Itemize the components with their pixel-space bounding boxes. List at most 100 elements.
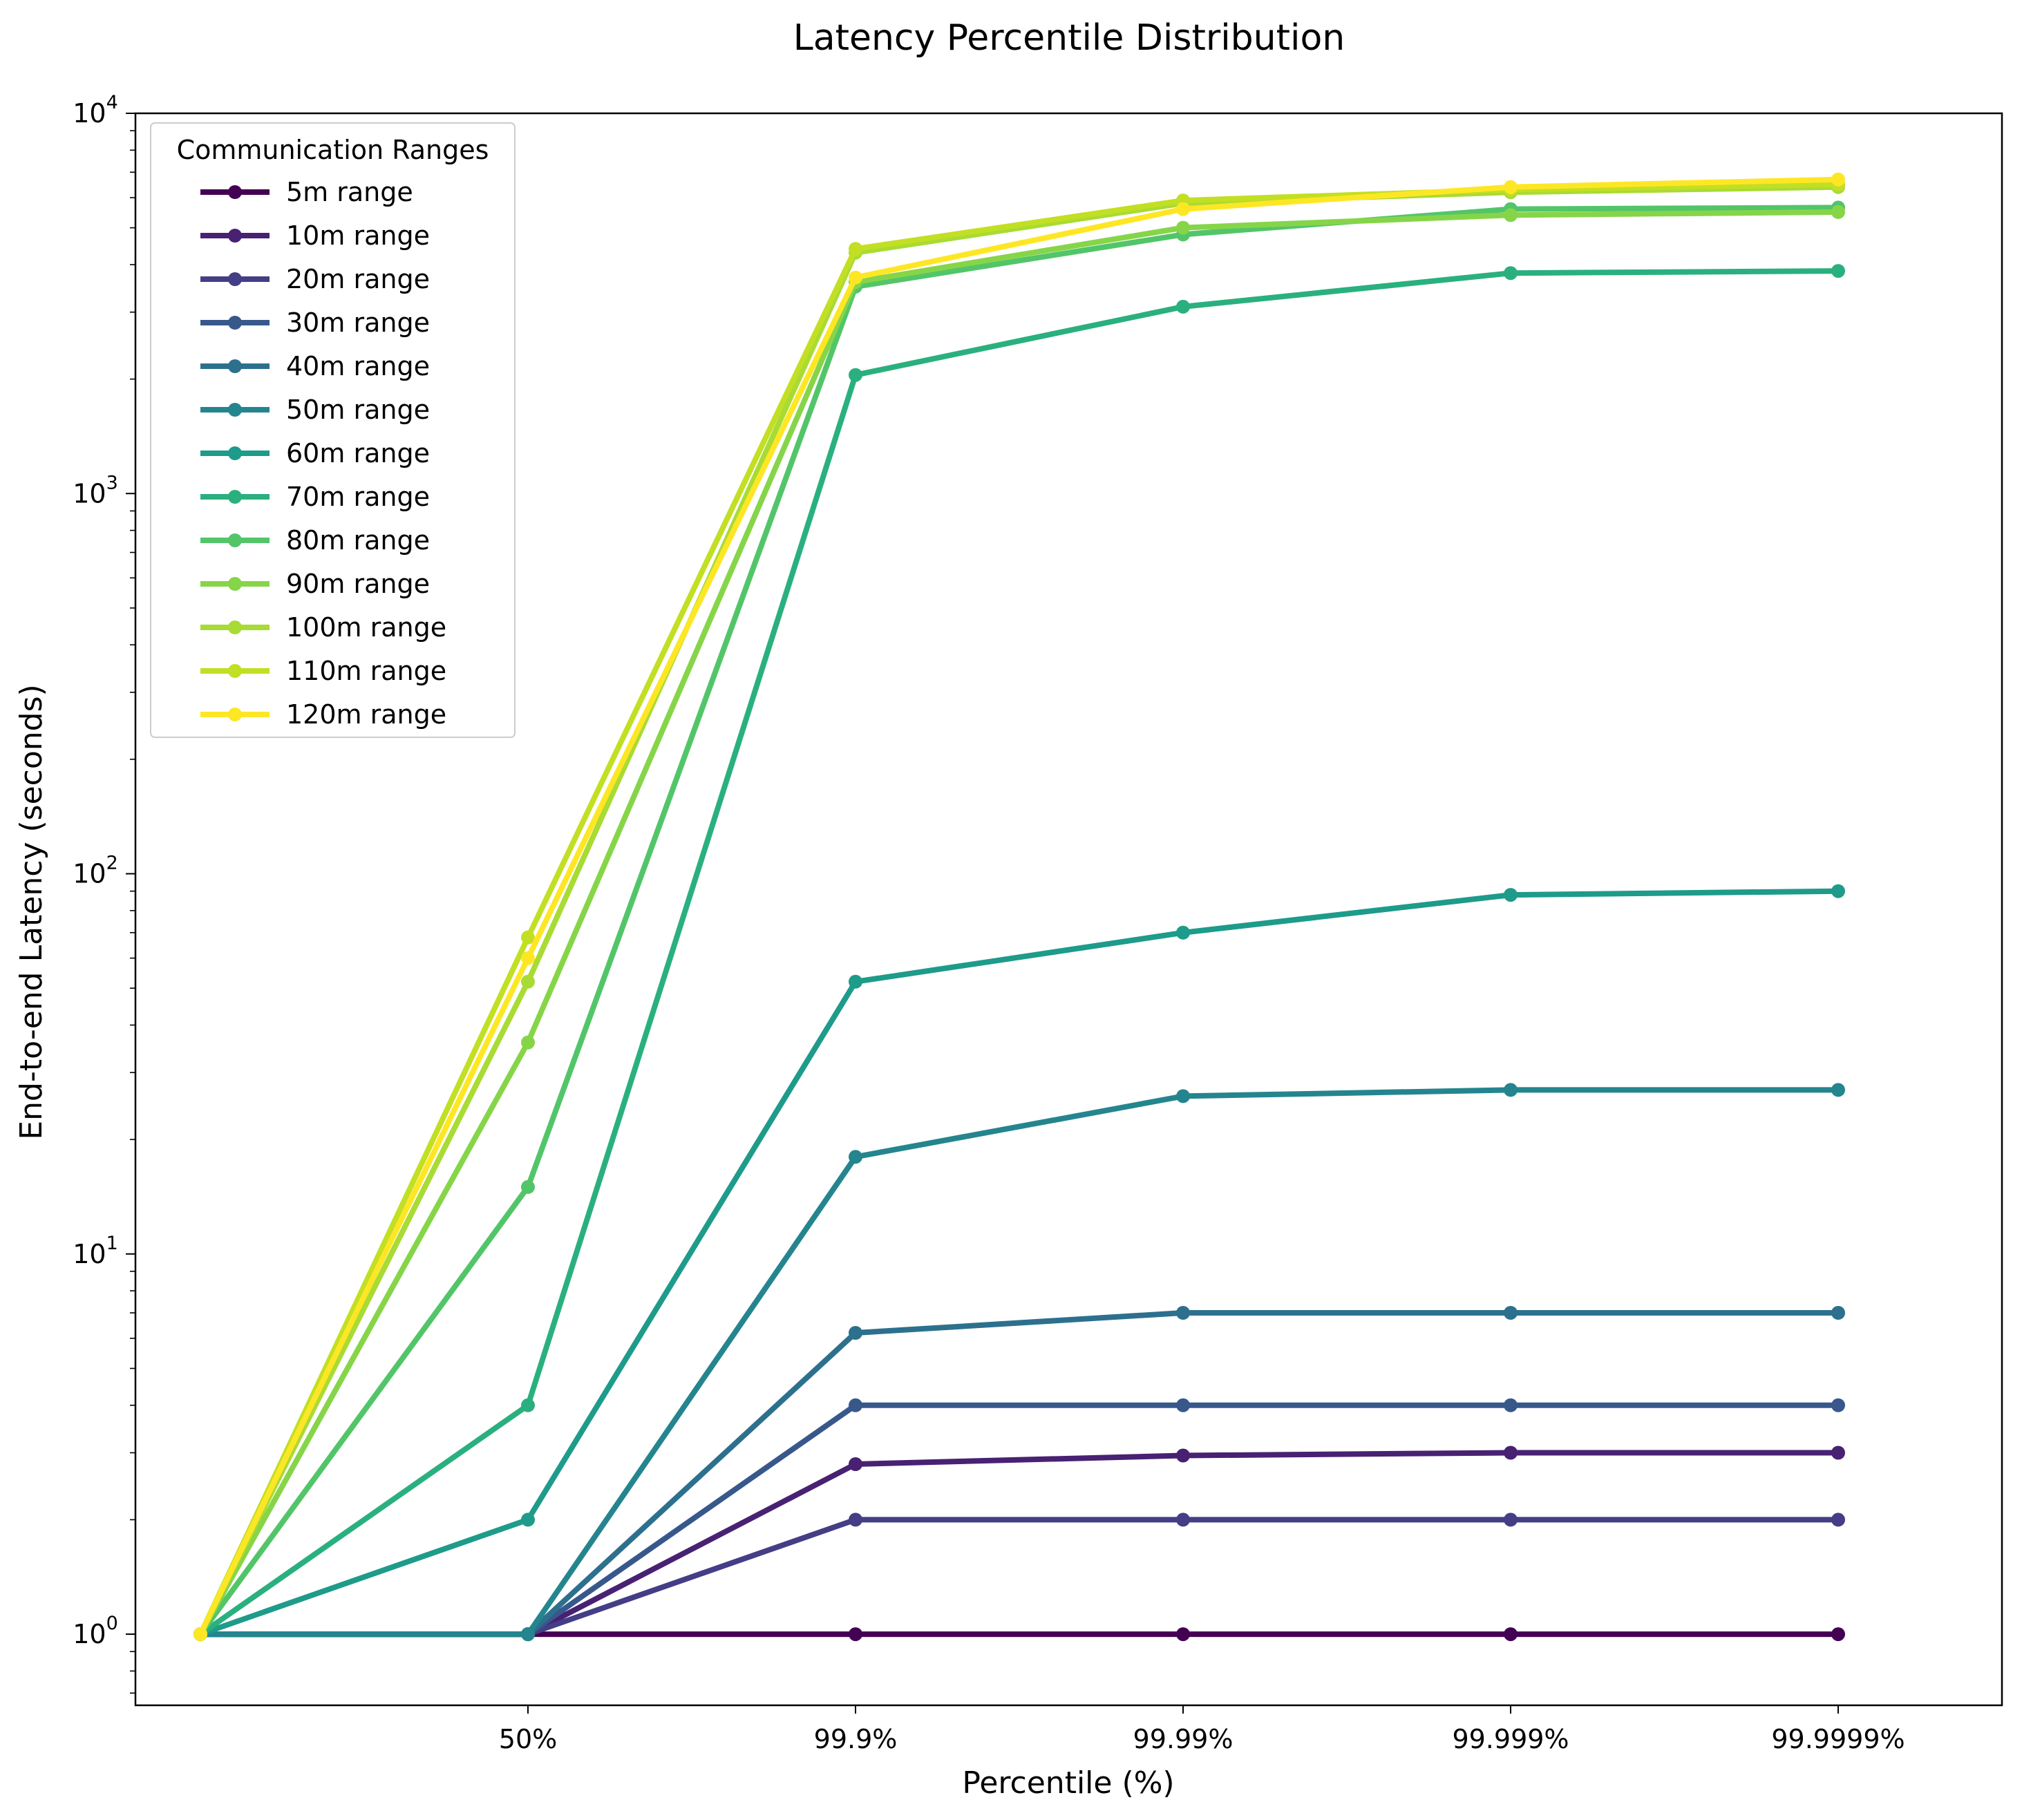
x-axis-label: Percentile (%) (962, 1765, 1174, 1801)
x-tick-label: 99.999% (1452, 1724, 1569, 1754)
legend-marker (228, 403, 242, 417)
data-point (1176, 1627, 1190, 1642)
series-line (198, 1450, 1841, 1638)
series-line (198, 1310, 1841, 1638)
legend-marker (228, 533, 242, 547)
x-tick-label: 99.99% (1133, 1724, 1234, 1754)
data-point (1504, 1627, 1518, 1642)
data-point (521, 930, 535, 945)
y-tick-label: 104 (73, 92, 118, 129)
data-point (521, 974, 535, 989)
legend-label: 80m range (286, 525, 430, 556)
data-point (1504, 1083, 1518, 1097)
legend-label: 20m range (286, 264, 430, 294)
series-5 (193, 1306, 1845, 1642)
data-point (1831, 1398, 1845, 1412)
data-point (1831, 1083, 1845, 1097)
data-point (1176, 220, 1190, 235)
data-point (1176, 1306, 1190, 1320)
plot-area (193, 172, 1845, 1642)
data-point (1504, 1398, 1518, 1412)
data-point (849, 1513, 862, 1527)
legend-item: 5m range (200, 177, 413, 207)
data-point (521, 1179, 535, 1194)
y-axis-label: End-to-end Latency (seconds) (14, 684, 49, 1139)
axes: 50% 99.9% 99.99% 99.999% 99.9999% 100 101 102 10… (73, 92, 2003, 1754)
legend-item: 70m range (200, 482, 430, 512)
data-point (1831, 1306, 1845, 1320)
series-line (198, 181, 1841, 1638)
legend-label: 40m range (286, 351, 430, 381)
data-point (849, 1627, 862, 1642)
legend-item: 110m range (200, 656, 446, 686)
data-point (521, 1035, 535, 1050)
data-point (1831, 205, 1845, 219)
data-point (1176, 202, 1190, 216)
series-6 (193, 1083, 1845, 1642)
data-point (849, 270, 862, 285)
legend-box (150, 122, 516, 738)
data-point (521, 1398, 535, 1412)
legend-item: 80m range (200, 525, 430, 556)
data-point (1831, 884, 1845, 898)
legend-marker (228, 446, 242, 460)
data-point (1176, 1089, 1190, 1103)
legend-marker (228, 316, 242, 330)
y-tick-label: 103 (73, 472, 118, 509)
series-7 (193, 884, 1845, 1642)
data-point (1176, 1448, 1190, 1463)
legend-item: 60m range (200, 438, 430, 468)
data-point (1176, 299, 1190, 314)
data-point (521, 951, 535, 965)
y-tick-label: 101 (73, 1233, 118, 1269)
legend-item: 120m range (200, 699, 446, 730)
legend-item: 10m range (200, 220, 430, 251)
legend-marker (228, 185, 242, 199)
legend-label: 100m range (286, 612, 446, 643)
data-point (1831, 1445, 1845, 1460)
series-line (198, 888, 1841, 1638)
legend-marker (228, 620, 242, 634)
legend-item: 50m range (200, 395, 430, 425)
data-point (1831, 264, 1845, 278)
series-line (198, 1517, 1841, 1638)
legend-label: 70m range (286, 482, 430, 512)
legend-item: 40m range (200, 351, 430, 381)
x-tick-label: 99.9999% (1771, 1724, 1905, 1754)
legend-marker (228, 359, 242, 373)
legend-item: 20m range (200, 264, 430, 294)
plot-frame (134, 112, 2003, 1707)
data-point (849, 974, 862, 989)
legend-label: 50m range (286, 395, 430, 425)
data-point (1504, 208, 1518, 222)
legend-marker (228, 577, 242, 591)
data-point (521, 1513, 535, 1527)
legend-label: 90m range (286, 569, 430, 599)
legend-label: 60m range (286, 438, 430, 468)
legend-marker (228, 708, 242, 721)
legend-label: 10m range (286, 220, 430, 251)
series-13 (193, 172, 1845, 1642)
chart-title: Latency Percentile Distribution (793, 17, 1345, 59)
legend-marker (228, 664, 242, 678)
data-point (849, 1398, 862, 1412)
series-2 (193, 1445, 1845, 1642)
legend-label: 120m range (286, 699, 446, 730)
series-line (198, 176, 1841, 1638)
series-line (198, 209, 1841, 1638)
data-point (1831, 1627, 1845, 1642)
legend-marker (228, 490, 242, 504)
data-point (1504, 1513, 1518, 1527)
series-3 (193, 1513, 1845, 1642)
data-point (1504, 180, 1518, 194)
data-point (849, 1326, 862, 1340)
data-point (1176, 925, 1190, 940)
y-tick-label: 102 (73, 853, 118, 889)
data-point (849, 1150, 862, 1164)
data-point (1504, 1445, 1518, 1460)
series-line (198, 205, 1841, 1638)
data-point (1831, 1513, 1845, 1527)
legend-item: 90m range (200, 569, 430, 599)
